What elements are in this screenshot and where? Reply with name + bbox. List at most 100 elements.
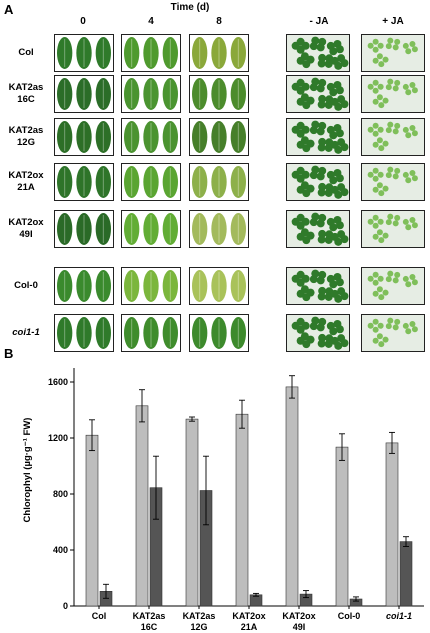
leaf-shape bbox=[230, 121, 246, 153]
seedling-leaf-shape bbox=[377, 275, 384, 282]
seedling-leaf-shape bbox=[335, 221, 344, 230]
panel-b-letter: B bbox=[4, 346, 14, 361]
seedling-leaf-shape bbox=[296, 121, 305, 130]
seedling-leaf-shape bbox=[311, 269, 320, 278]
leaf-shape bbox=[192, 317, 208, 349]
seedling-leaf-shape bbox=[318, 317, 327, 326]
seedling-leaf-shape bbox=[330, 289, 339, 298]
seedling-leaf-shape bbox=[302, 101, 311, 110]
leaf-shape bbox=[95, 317, 111, 349]
y-tick-label: 0 bbox=[63, 601, 68, 611]
seedling-photo-drawing bbox=[367, 37, 418, 68]
leaf-shape bbox=[211, 121, 227, 153]
leaf-shape bbox=[192, 270, 208, 302]
leaf-photo bbox=[189, 210, 249, 248]
seedling-leaf-shape bbox=[372, 175, 379, 182]
chlorophyll-bar-chart: Chlorophyl (µg·g⁻¹ FW) 0 400 800 1200 1600 Co… bbox=[22, 368, 424, 632]
seedling-leaf-shape bbox=[372, 57, 379, 64]
seedling-leaf-shape bbox=[392, 44, 399, 51]
seedling-leaf-shape bbox=[367, 42, 374, 49]
seedling-leaf-shape bbox=[405, 281, 412, 288]
seedling-leaf-shape bbox=[387, 317, 394, 324]
column-header-minus-ja: - JA bbox=[309, 16, 329, 27]
leaf-photo bbox=[121, 118, 181, 156]
leaf-photo-drawing bbox=[124, 78, 178, 110]
seedling-leaf-shape bbox=[376, 333, 383, 340]
seedling-leaf-shape bbox=[317, 235, 326, 244]
y-tick-label: 1200 bbox=[48, 433, 68, 443]
seedling-leaf-shape bbox=[296, 213, 305, 222]
leaf-shape bbox=[95, 37, 111, 69]
bar bbox=[185, 418, 199, 607]
seedling-leaf-shape bbox=[318, 270, 327, 279]
y-axis-label: Chlorophyl (µg·g⁻¹ FW) bbox=[22, 418, 33, 523]
seedling-leaf-shape bbox=[411, 46, 418, 53]
seedling-leaf-shape bbox=[392, 173, 399, 180]
seedling-leaf-shape bbox=[394, 79, 401, 86]
seedling-leaf-shape bbox=[377, 171, 384, 178]
seedling-photo-drawing bbox=[367, 166, 418, 197]
leaf-shape bbox=[192, 166, 208, 198]
leaf-photo-drawing bbox=[124, 37, 178, 69]
seedling-leaf-shape bbox=[377, 42, 384, 49]
seedling-leaf-shape bbox=[324, 59, 333, 68]
leaf-photo-drawing bbox=[57, 37, 111, 69]
seedling-leaf-shape bbox=[402, 322, 409, 329]
seedling-leaf-shape bbox=[318, 166, 327, 175]
seedling-photo-drawing bbox=[367, 121, 418, 152]
seedling-leaf-shape bbox=[340, 292, 349, 301]
leaf-shape bbox=[162, 166, 178, 198]
seedling-leaf-shape bbox=[378, 102, 385, 109]
row-label-line2: 21A bbox=[17, 182, 35, 193]
leaf-shape bbox=[124, 37, 140, 69]
seedling-leaf-shape bbox=[326, 217, 335, 226]
seedling-leaf-shape bbox=[324, 100, 333, 109]
y-tick-label: 800 bbox=[53, 489, 68, 499]
row-label: KAT2as 16C bbox=[4, 82, 48, 106]
leaf-shape bbox=[230, 317, 246, 349]
leaf-photo bbox=[54, 267, 114, 305]
row-label-line1: KAT2as bbox=[8, 82, 44, 93]
seedling-photo bbox=[286, 163, 350, 201]
leaf-shape bbox=[76, 213, 92, 245]
row-label: KAT2ox 21A bbox=[4, 170, 48, 194]
seedling-leaf-shape bbox=[411, 175, 418, 182]
seedling-leaf-shape bbox=[324, 235, 333, 244]
seedling-leaf-shape bbox=[330, 185, 339, 194]
seedling-leaf-shape bbox=[311, 212, 320, 221]
seedling-leaf-shape bbox=[405, 48, 412, 55]
seedling-leaf-shape bbox=[302, 236, 311, 245]
seedling-leaf-shape bbox=[394, 214, 401, 221]
seedling-leaf-shape bbox=[302, 340, 311, 349]
seedling-leaf-shape bbox=[311, 165, 320, 174]
panel-a-letter: A bbox=[4, 2, 14, 17]
leaf-photo bbox=[189, 118, 249, 156]
leaf-shape bbox=[143, 213, 159, 245]
bar bbox=[399, 541, 413, 607]
seedling-leaf-shape bbox=[376, 137, 383, 144]
seedling-leaf-shape bbox=[335, 45, 344, 54]
seedling-leaf-shape bbox=[302, 144, 311, 153]
leaf-shape bbox=[124, 270, 140, 302]
seedling-leaf-shape bbox=[335, 174, 344, 183]
seedling-leaf-shape bbox=[382, 232, 389, 239]
x-tick-label: Col-0 bbox=[338, 611, 361, 621]
seedling-leaf-shape bbox=[402, 42, 409, 49]
seedling-leaf-shape bbox=[372, 326, 379, 333]
leaf-photo-drawing bbox=[57, 317, 111, 349]
seedling-leaf-shape bbox=[340, 59, 349, 68]
leaf-shape bbox=[76, 317, 92, 349]
seedling-leaf-shape bbox=[318, 37, 327, 46]
leaf-shape bbox=[230, 166, 246, 198]
leaf-shape bbox=[162, 213, 178, 245]
seedling-photo-drawing bbox=[367, 270, 418, 301]
seedling-leaf-shape bbox=[372, 122, 379, 129]
leaf-shape bbox=[162, 37, 178, 69]
seedling-leaf-shape bbox=[326, 170, 335, 179]
seedling-leaf-shape bbox=[382, 140, 389, 147]
leaf-shape bbox=[192, 78, 208, 110]
seedling-leaf-shape bbox=[382, 97, 389, 104]
seedling-photo bbox=[361, 75, 425, 113]
leaf-shape bbox=[76, 78, 92, 110]
seedling-leaf-shape bbox=[324, 292, 333, 301]
